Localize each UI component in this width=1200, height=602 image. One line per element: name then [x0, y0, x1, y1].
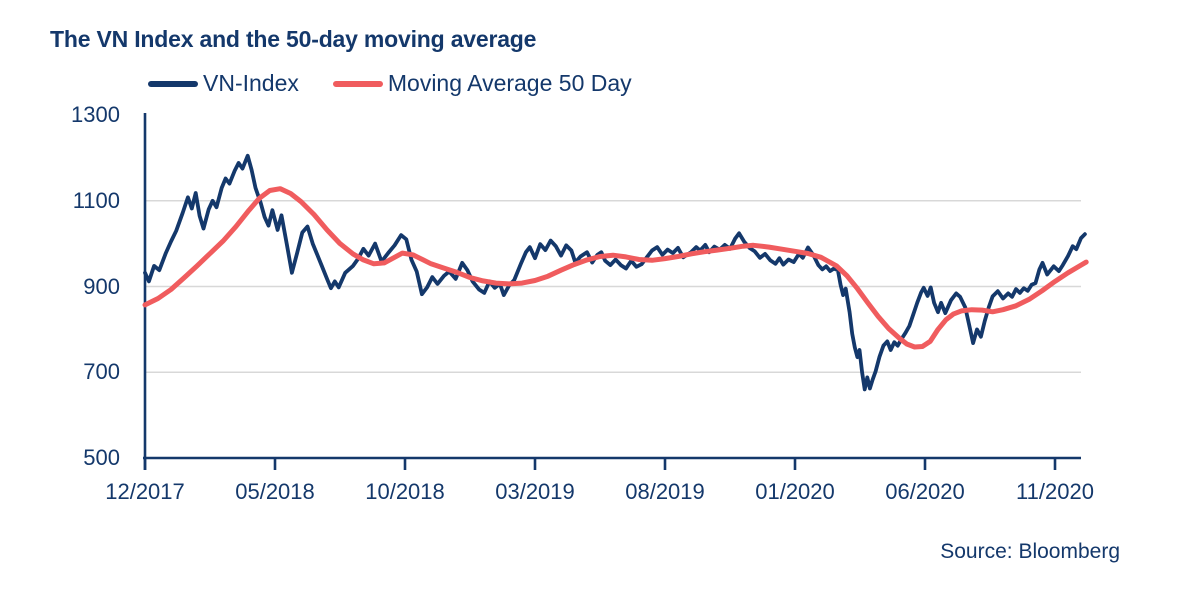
x-tick-label: 10/2018	[365, 479, 445, 504]
source-note: Source: Bloomberg	[940, 540, 1120, 563]
x-tick-label: 06/2020	[885, 479, 965, 504]
x-tick-label: 08/2019	[625, 479, 705, 504]
x-tick-label: 01/2020	[755, 479, 835, 504]
vn-index-line-swatch	[148, 80, 198, 87]
moving-average-line-swatch	[332, 80, 383, 87]
x-tick-label: 11/2020	[1016, 479, 1094, 504]
legend-item-moving-average: Moving Average 50 Day	[332, 70, 632, 97]
x-tick-label: 12/2017	[105, 479, 185, 504]
y-tick-label: 1100	[72, 187, 120, 213]
legend-item-vn-index: VN-Index	[148, 70, 299, 97]
y-tick-label: 700	[83, 359, 120, 385]
legend: VN-Index Moving Average 50 Day	[148, 70, 632, 97]
series-line-vn-index	[143, 153, 1087, 392]
legend-label-moving-average: Moving Average 50 Day	[387, 70, 632, 96]
x-tick-label: 03/2019	[495, 479, 575, 504]
y-tick-label: 500	[83, 445, 120, 470]
chart-title: The VN Index and the 50-day moving avera…	[50, 26, 537, 52]
legend-label-vn-index: VN-Index	[203, 70, 299, 96]
y-tick-label: 900	[83, 273, 120, 299]
y-tick-label: 1300	[71, 102, 120, 127]
series-line-moving-average	[142, 186, 1089, 350]
x-tick-label: 05/2018	[235, 479, 315, 504]
